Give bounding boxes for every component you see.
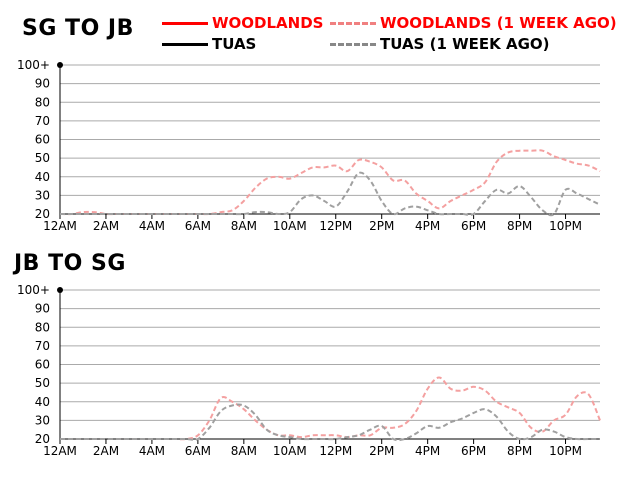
x-tick-label: 12AM — [43, 444, 77, 458]
x-tick-label: 8AM — [231, 444, 257, 458]
x-tick-label: 4AM — [139, 444, 165, 458]
y-tick-label: 60 — [35, 133, 50, 147]
x-tick-label: 2AM — [93, 219, 119, 233]
x-tick-label: 2PM — [369, 444, 394, 458]
chart-title-jb-to-sg: JB TO SG — [14, 251, 126, 276]
y-tick-label: 50 — [35, 151, 50, 165]
y-tick-label: 20 — [35, 207, 50, 221]
x-tick-label: 6AM — [185, 219, 211, 233]
x-tick-label: 10AM — [273, 444, 307, 458]
y-tick-label: 100+ — [17, 283, 50, 297]
x-tick-label: 6PM — [461, 219, 486, 233]
y-tick-label: 80 — [35, 320, 50, 334]
x-tick-label: 4AM — [139, 219, 165, 233]
x-tick-label: 10PM — [549, 219, 582, 233]
y-tick-label: 30 — [35, 188, 50, 202]
axis-top-marker — [57, 287, 63, 293]
x-tick-label: 8AM — [231, 219, 257, 233]
series-line-tuas-week-ago — [60, 403, 600, 442]
y-tick-label: 100+ — [17, 58, 50, 72]
legend-label-woodlands-week-ago: WOODLANDS (1 WEEK AGO) — [380, 14, 617, 32]
x-tick-label: 8PM — [507, 219, 532, 233]
y-tick-label: 70 — [35, 339, 50, 353]
axis-top-marker — [57, 62, 63, 68]
x-tick-label: 4PM — [415, 444, 440, 458]
x-tick-label: 10PM — [549, 444, 582, 458]
x-tick-label: 2PM — [369, 219, 394, 233]
chart-jb-to-sg: 20 30 40 50 60 70 80 90 100+ 12AM 2AM 4AM 6AM 8AM 10AM… — [17, 283, 601, 458]
chart-title-sg-to-jb: SG TO JB — [22, 16, 134, 41]
legend-label-tuas-week-ago: TUAS (1 WEEK AGO) — [380, 35, 550, 53]
y-tick-label: 40 — [35, 170, 50, 184]
y-tick-label: 40 — [35, 395, 50, 409]
y-tick-label: 90 — [35, 77, 50, 91]
chart-sg-to-jb: 20 30 40 50 60 70 80 90 100+ 12AM 2AM 4AM 6AM 8AM 10AM… — [17, 58, 601, 233]
y-tick-label: 90 — [35, 302, 50, 316]
y-tick-label: 30 — [35, 413, 50, 427]
x-tick-label: 6AM — [185, 444, 211, 458]
x-tick-label: 6PM — [461, 444, 486, 458]
legend-swatch-woodlands — [162, 22, 208, 25]
x-tick-label: 12AM — [43, 219, 77, 233]
y-tick-label: 70 — [35, 114, 50, 128]
series-line-woodlands-week-ago — [60, 376, 601, 441]
legend-label-tuas: TUAS — [212, 35, 257, 53]
y-tick-label: 50 — [35, 376, 50, 390]
x-tick-label: 12PM — [319, 444, 352, 458]
series-line-tuas-week-ago — [60, 171, 601, 217]
x-tick-label: 12PM — [319, 219, 352, 233]
legend-swatch-woodlands-week-ago — [330, 22, 376, 25]
x-tick-label: 2AM — [93, 444, 119, 458]
y-tick-label: 60 — [35, 358, 50, 372]
legend-swatch-tuas-week-ago — [330, 43, 376, 46]
series-line-woodlands-week-ago — [59, 149, 601, 216]
legend-label-woodlands: WOODLANDS — [212, 14, 324, 32]
x-tick-label: 4PM — [415, 219, 440, 233]
legend-swatch-tuas — [162, 43, 208, 46]
x-tick-label: 10AM — [273, 219, 307, 233]
y-tick-label: 80 — [35, 95, 50, 109]
y-tick-label: 20 — [35, 432, 50, 446]
x-tick-label: 8PM — [507, 444, 532, 458]
